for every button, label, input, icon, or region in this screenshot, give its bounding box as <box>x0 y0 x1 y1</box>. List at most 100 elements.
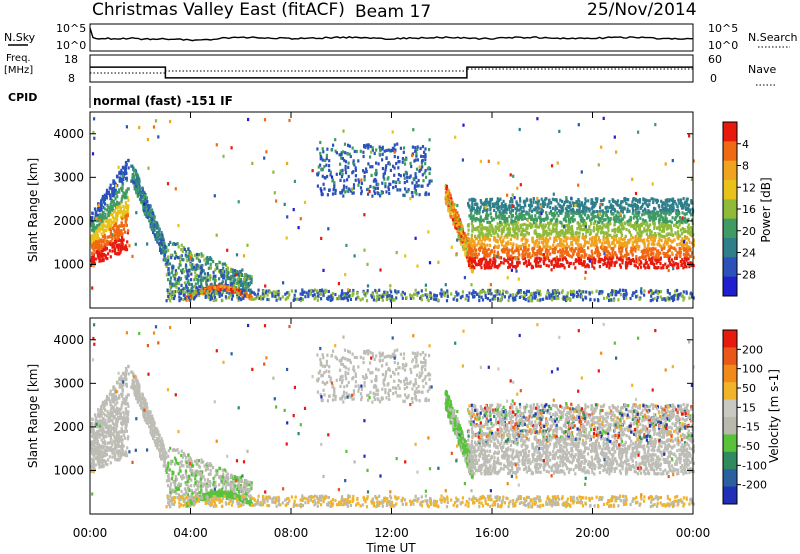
power-cell <box>555 211 558 215</box>
power-cell <box>566 295 569 299</box>
power-cell <box>678 246 681 250</box>
power-cell <box>576 242 579 246</box>
power-cell <box>665 227 669 231</box>
power-cell <box>145 210 148 215</box>
power-cell <box>243 277 246 282</box>
power-cell <box>512 244 515 248</box>
power-cell <box>505 241 508 245</box>
power-cell <box>616 256 619 260</box>
power-cell <box>511 261 514 265</box>
power-cell <box>399 146 402 150</box>
power-cell <box>520 244 523 248</box>
power-cell <box>486 220 489 224</box>
power-cell <box>483 266 486 270</box>
power-cell <box>411 194 414 198</box>
power-cell <box>131 179 134 183</box>
power-cell <box>664 215 667 219</box>
power-cell <box>682 298 685 302</box>
power-cell <box>173 250 177 254</box>
power-cell <box>506 235 509 239</box>
power-cell <box>146 200 149 204</box>
power-cell <box>417 291 420 295</box>
power-cell <box>218 269 221 273</box>
power-cell <box>638 258 641 262</box>
power-cell <box>652 200 655 205</box>
power-cell <box>116 230 119 234</box>
power-cell <box>364 145 367 149</box>
power-cell <box>508 248 511 252</box>
power-cell <box>338 297 341 301</box>
power-cell <box>177 266 180 270</box>
power-cell <box>94 213 97 217</box>
power-cell <box>485 265 488 269</box>
power-cell <box>442 290 445 294</box>
power-cell <box>638 262 641 266</box>
power-cell <box>523 293 526 298</box>
power-cell <box>109 208 112 212</box>
power-cell <box>462 245 465 249</box>
power-cell <box>690 199 693 203</box>
power-cell <box>584 265 587 269</box>
power-cell <box>124 214 127 219</box>
power-cell <box>502 289 505 293</box>
power-cell <box>331 192 335 196</box>
power-cell <box>224 285 227 289</box>
power-cell <box>428 181 431 185</box>
power-cell <box>683 235 687 239</box>
power-cell <box>191 290 194 294</box>
power-cell <box>413 159 416 163</box>
cpid-text: normal (fast) -151 IF <box>93 94 233 108</box>
power-cell <box>236 288 239 292</box>
power-cell <box>182 297 185 302</box>
power-cell <box>373 178 376 182</box>
power-cell <box>275 290 278 294</box>
power-cell <box>631 293 634 297</box>
power-cell <box>681 211 684 215</box>
power-cell <box>447 206 450 211</box>
power-cell <box>646 212 649 216</box>
power-cell <box>360 181 363 185</box>
power-cell <box>375 169 378 173</box>
power-cell <box>637 237 640 241</box>
power-cell <box>113 181 116 185</box>
power-cell <box>277 293 280 297</box>
power-cell <box>575 290 578 294</box>
power-cell <box>123 246 126 250</box>
power-cell <box>473 241 476 245</box>
power-cell <box>392 164 395 168</box>
power-cell <box>426 297 429 302</box>
power-cell <box>455 226 458 230</box>
power-cell <box>467 260 470 264</box>
power-cell <box>167 294 170 298</box>
power-cell <box>599 216 602 221</box>
power-cell <box>102 247 105 251</box>
power-cell <box>120 240 123 245</box>
cpid-label: CPID <box>8 91 37 104</box>
power-cell <box>183 286 186 290</box>
power-cell <box>192 265 195 269</box>
power-cell <box>376 294 379 299</box>
power-cell <box>690 212 693 216</box>
power-cell <box>116 252 119 256</box>
power-cell <box>606 296 609 300</box>
power-cell <box>340 294 343 298</box>
power-cell <box>514 298 517 302</box>
power-cell <box>412 296 415 300</box>
power-cell <box>171 253 174 257</box>
power-cell <box>597 299 600 303</box>
power-cell <box>167 259 170 263</box>
power-cell <box>424 288 427 292</box>
power-cell <box>472 214 475 218</box>
power-cell <box>655 261 658 265</box>
power-cell <box>237 288 240 292</box>
power-cell <box>652 291 655 295</box>
power-cell <box>464 244 467 248</box>
power-cell <box>407 188 410 192</box>
power-cell <box>474 198 477 202</box>
power-cell <box>484 260 487 265</box>
power-cell <box>653 265 656 269</box>
power-cell <box>516 208 519 212</box>
power-cell <box>653 297 656 301</box>
power-cell <box>408 293 412 297</box>
power-cell <box>380 147 383 152</box>
